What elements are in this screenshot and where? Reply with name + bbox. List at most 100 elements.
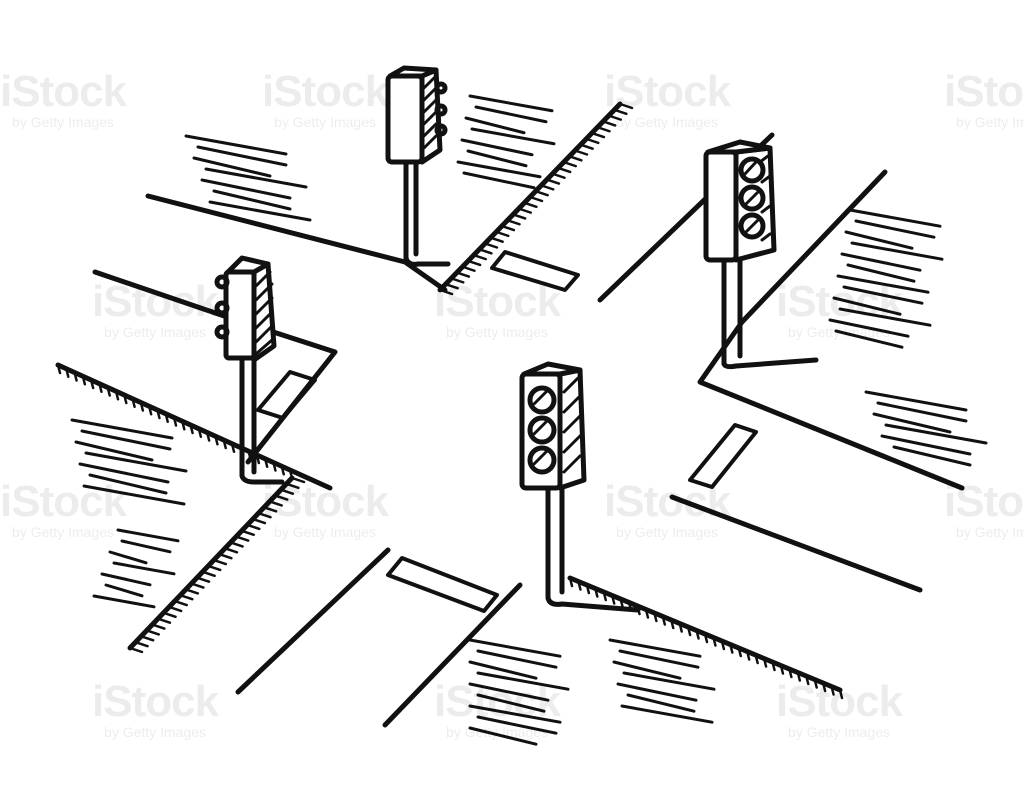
hatch-tick — [805, 674, 810, 686]
hatch-tick — [257, 511, 272, 519]
shade-stroke — [616, 682, 698, 702]
hatch-tick — [139, 401, 145, 412]
hatch-tick — [81, 375, 87, 386]
shade-stroke — [608, 638, 702, 658]
hatch-tick — [466, 259, 482, 267]
hatch-tick — [197, 427, 203, 438]
shade-stroke — [462, 171, 536, 190]
hatch-tick — [156, 408, 161, 420]
shade-stroke — [832, 296, 902, 316]
shade-stroke — [474, 105, 548, 124]
hatch-tick — [181, 420, 186, 431]
hatch-tick — [255, 453, 261, 465]
hatch-tick — [89, 378, 95, 390]
hatch-tick — [534, 189, 549, 197]
hatch-tick — [147, 405, 153, 416]
hatch-tick — [246, 523, 261, 531]
hatch-tick — [179, 593, 194, 601]
shade-stroke — [622, 671, 716, 691]
hatch-tick — [495, 230, 510, 238]
curb-right-upper-b — [697, 169, 965, 491]
hatch-tick — [156, 617, 172, 624]
hatch-tick — [585, 583, 591, 595]
hatch-tick — [788, 667, 793, 679]
hatch-tick — [737, 646, 742, 658]
shade-stroke — [82, 484, 186, 506]
hatch-tick — [461, 265, 476, 272]
hatch-tick — [577, 580, 582, 591]
crosswalk-bar — [688, 423, 758, 489]
crosswalk-bar — [256, 370, 317, 420]
hatch-tick — [131, 397, 136, 408]
hatch-tick — [602, 590, 607, 602]
hatch-tick — [779, 664, 785, 675]
curb-right-lower — [669, 494, 923, 593]
curb-top-left — [145, 193, 448, 293]
hatch-tick — [279, 488, 295, 495]
shade-stroke — [884, 423, 988, 445]
hatch-tick — [205, 431, 211, 442]
hatch-tick — [596, 126, 611, 133]
shade-stroke — [850, 241, 944, 261]
hatch-tick — [661, 615, 667, 626]
hatch-tick — [206, 564, 222, 572]
hatch-tick — [594, 587, 599, 598]
hatch-tick — [263, 457, 269, 468]
hatch-tick — [838, 688, 844, 700]
hatch-tick — [268, 500, 283, 507]
shade-stroke — [618, 649, 700, 669]
shade-stroke — [78, 462, 170, 484]
hatch-tick — [568, 576, 574, 588]
hatch-tick — [489, 236, 504, 243]
hatch-tick — [610, 594, 616, 605]
curb-bottom-center — [382, 582, 523, 728]
shade-stroke — [464, 116, 526, 135]
hatch-tick — [762, 657, 768, 668]
crosswalk-bar — [386, 556, 499, 613]
shade-stroke — [196, 145, 288, 167]
curb-hatching — [56, 102, 844, 700]
hatch-tick — [56, 363, 62, 375]
shade-stroke — [876, 401, 968, 423]
hatch-tick — [223, 547, 239, 554]
hatch-tick — [695, 629, 700, 640]
shade-stroke — [192, 156, 272, 178]
shade-stroke — [846, 263, 916, 283]
shade-stroke — [848, 208, 942, 228]
hatch-tick — [545, 178, 561, 185]
hatch-tick — [511, 213, 527, 220]
hatch-tick — [573, 149, 589, 156]
hatch-tick — [114, 390, 120, 401]
shade-stroke — [184, 134, 288, 156]
shade-stroke — [80, 429, 172, 451]
hatch-tick — [585, 137, 600, 145]
shade-stroke — [612, 660, 682, 680]
hatch-tick — [562, 160, 577, 168]
road-edges — [55, 101, 965, 728]
shade-stroke — [88, 473, 168, 495]
hatch-tick — [619, 597, 624, 609]
hatch-tick — [222, 438, 227, 450]
hatch-tick — [106, 386, 111, 397]
shade-stroke — [456, 160, 542, 179]
hatch-tick — [644, 608, 650, 619]
hatch-tick — [483, 242, 499, 249]
shade-stroke — [626, 693, 696, 713]
shade-stroke — [208, 200, 312, 222]
hatch-tick — [247, 450, 252, 461]
shade-stroke — [100, 572, 152, 587]
shade-stroke — [468, 660, 538, 680]
hatch-tick — [601, 120, 617, 127]
shade-stroke — [212, 189, 292, 211]
hatch-tick — [703, 632, 709, 644]
shade-stroke — [460, 138, 534, 157]
hatch-tick — [190, 582, 205, 589]
shade-stroke — [892, 445, 972, 467]
shade-stroke — [468, 638, 562, 658]
hatch-tick — [272, 461, 277, 472]
hatch-tick — [438, 288, 454, 296]
hatch-tick — [134, 640, 149, 648]
shade-stroke — [854, 219, 936, 239]
shade-stroke — [880, 434, 972, 456]
